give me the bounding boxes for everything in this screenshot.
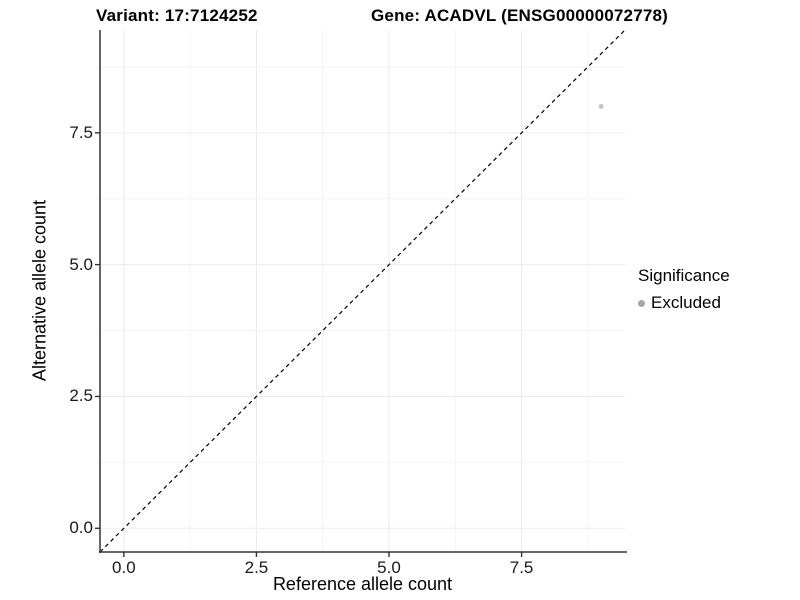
x-tick-label: 7.5 [509,558,534,577]
legend-item-label: Excluded [651,293,721,312]
x-tick-label: 2.5 [244,558,269,577]
data-point [598,104,604,109]
y-tick-label: 5.0 [69,254,93,274]
x-tick-label: 0.0 [112,558,136,577]
identity-dashed-line [99,29,626,553]
y-tick-label: 7.5 [69,122,93,142]
y-axis-title: Alternative allele count [29,199,50,382]
x-tick-label: 5.0 [377,558,401,577]
y-tick-label: 0.0 [69,518,93,538]
legend-point-icon [638,299,645,307]
plot-title-variant: Variant: 17:7124252 [96,6,258,25]
y-tick-label: 2.5 [69,386,93,406]
legend: Significance Excluded [638,266,730,313]
plot-title-gene: Gene: ACADVL (ENSG00000072778) [371,6,669,25]
legend-item-excluded: Excluded [638,293,730,313]
x-axis-title: Reference allele count [272,574,453,594]
legend-title: Significance [638,266,730,285]
